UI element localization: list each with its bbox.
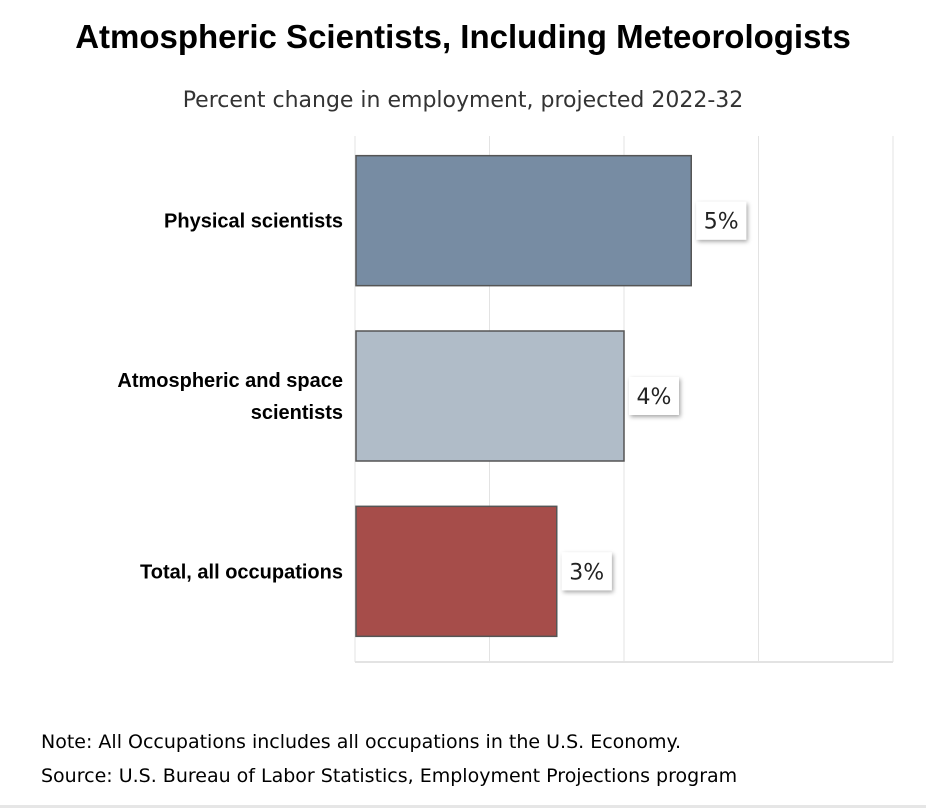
category-label: Physical scientists (164, 211, 343, 233)
bar[interactable] (355, 154, 692, 287)
bar[interactable] (355, 505, 558, 638)
data-label-text: 3% (569, 560, 604, 585)
category-label: Atmospheric and space scientists (117, 370, 343, 424)
data-label-box (561, 552, 612, 591)
data-labels: 5% 4% 3% (561, 201, 747, 591)
chart-subtitle: Percent change in employment, projected … (182, 88, 744, 113)
bottom-divider (0, 805, 926, 808)
data-label: 5% (696, 201, 747, 240)
bar[interactable] (355, 330, 625, 462)
data-label-text: 5% (704, 210, 739, 235)
data-label: 3% (561, 552, 612, 591)
category-labels: Physical scientists Atmospheric and space… (117, 211, 343, 584)
bar-chart: 5% 4% 3% Physical scientists Atmospheric an… (117, 136, 894, 663)
data-label-text: 4% (637, 385, 672, 410)
data-label-box (629, 377, 679, 415)
category-label: Total, all occupations (140, 561, 343, 583)
chart-note: Note: All Occupations includes all occup… (41, 731, 682, 753)
data-label: 4% (629, 377, 679, 415)
chart-title: Atmospheric Scientists, Including Meteor… (75, 18, 851, 55)
chart-source: Source: U.S. Bureau of Labor Statistics,… (41, 765, 738, 787)
data-label-box (696, 201, 747, 240)
bars (355, 154, 692, 638)
